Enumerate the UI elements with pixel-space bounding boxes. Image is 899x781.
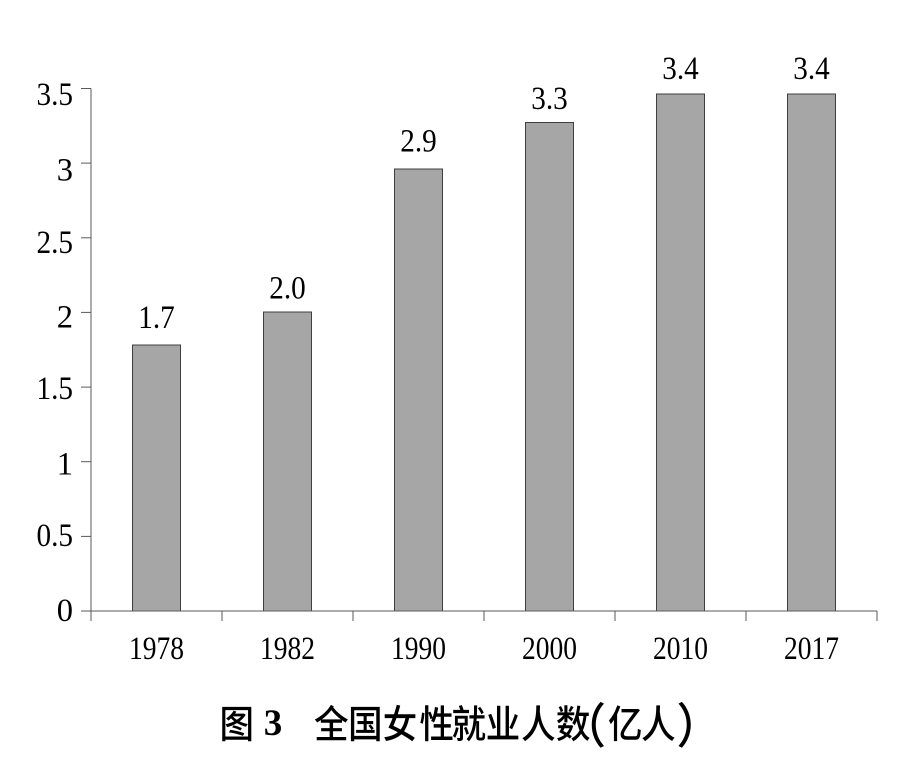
- svg-text:2.5: 2.5: [37, 225, 74, 261]
- svg-text:3: 3: [57, 153, 73, 189]
- svg-text:0.5: 0.5: [37, 518, 74, 554]
- svg-text:1978: 1978: [129, 631, 184, 667]
- svg-text:3.5: 3.5: [37, 77, 74, 113]
- svg-text:3.4: 3.4: [793, 51, 830, 87]
- svg-text:2.9: 2.9: [400, 123, 437, 159]
- svg-text:1: 1: [57, 447, 73, 483]
- svg-text:2.0: 2.0: [269, 271, 306, 307]
- svg-text:2: 2: [57, 300, 73, 336]
- svg-text:3.4: 3.4: [662, 51, 699, 87]
- svg-text:0: 0: [57, 593, 73, 629]
- svg-text:1982: 1982: [260, 631, 315, 667]
- svg-text:3.3: 3.3: [531, 81, 568, 117]
- svg-text:2000: 2000: [522, 631, 577, 667]
- svg-text:2017: 2017: [784, 631, 839, 667]
- svg-text:3: 3: [264, 703, 283, 744]
- svg-text:1990: 1990: [391, 631, 446, 667]
- svg-text:2010: 2010: [653, 631, 708, 667]
- svg-text:1.7: 1.7: [138, 300, 175, 336]
- svg-text:1.5: 1.5: [37, 371, 74, 407]
